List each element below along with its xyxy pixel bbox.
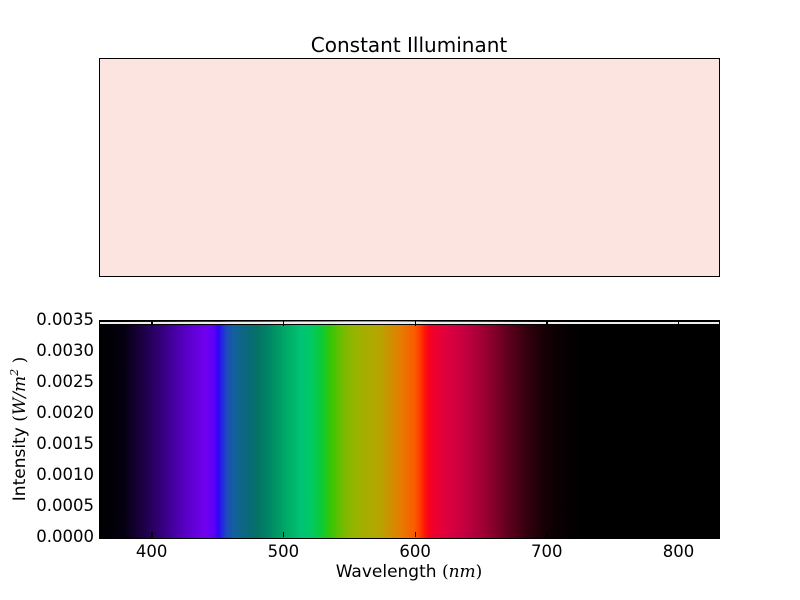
- y-tick-mark-right: [714, 350, 719, 352]
- y-tick-label: 0.0010: [36, 465, 94, 484]
- x-tick-mark-bottom: [151, 532, 153, 537]
- x-axis-label-paren-open: (: [441, 562, 449, 582]
- y-tick-mark-right: [714, 412, 719, 414]
- x-tick-label: 600: [399, 542, 431, 561]
- y-tick-mark-left: [100, 319, 105, 321]
- constant-illuminant-line: [100, 322, 719, 325]
- x-axis-label: Wavelength (nm): [99, 562, 719, 582]
- y-tick-label: 0.0020: [36, 403, 94, 422]
- x-axis-label-paren-close: ): [475, 562, 483, 582]
- y-tick-label: 0.0035: [36, 310, 94, 329]
- x-tick-mark-top: [151, 321, 153, 326]
- y-tick-label: 0.0025: [36, 372, 94, 391]
- chart-title: Constant Illuminant: [310, 33, 508, 57]
- x-tick-mark-top: [282, 321, 285, 326]
- x-tick-mark-top: [546, 321, 548, 326]
- y-tick-label: 0.0000: [36, 527, 94, 546]
- y-tick-mark-left: [100, 381, 105, 383]
- x-tick-label: 400: [135, 542, 168, 561]
- x-tick-mark-top: [414, 321, 417, 326]
- x-tick-mark-bottom: [282, 532, 285, 537]
- y-tick-mark-right: [714, 319, 719, 321]
- y-tick-mark-left: [100, 474, 105, 476]
- x-axis-label-math: nm: [448, 562, 476, 582]
- y-tick-label: 0.0030: [36, 341, 94, 360]
- illuminant-color-swatch: [99, 58, 720, 277]
- x-tick-mark-bottom: [414, 532, 417, 537]
- y-tick-mark-right: [714, 505, 719, 507]
- x-tick-mark-bottom: [546, 532, 548, 537]
- x-tick-mark-bottom: [677, 532, 680, 537]
- spectrum-plot-area: [99, 320, 720, 539]
- y-tick-mark-left: [100, 412, 105, 414]
- x-axis-label-text: Wavelength: [335, 562, 442, 582]
- y-tick-mark-right: [714, 443, 719, 445]
- x-tick-label: 500: [267, 542, 300, 561]
- y-tick-mark-right: [714, 536, 719, 538]
- y-tick-label: 0.0005: [36, 496, 94, 515]
- y-tick-label: 0.0015: [36, 434, 94, 453]
- x-tick-mark-top: [677, 321, 680, 326]
- y-tick-mark-left: [100, 505, 105, 507]
- y-tick-mark-left: [100, 536, 105, 538]
- y-tick-mark-left: [100, 350, 105, 352]
- y-tick-mark-left: [100, 443, 105, 445]
- y-axis-label-text: Intensity: [9, 421, 30, 502]
- y-tick-mark-right: [714, 381, 719, 383]
- x-tick-label: 800: [662, 542, 695, 561]
- y-tick-mark-right: [714, 474, 719, 476]
- x-tick-label: 700: [531, 542, 563, 561]
